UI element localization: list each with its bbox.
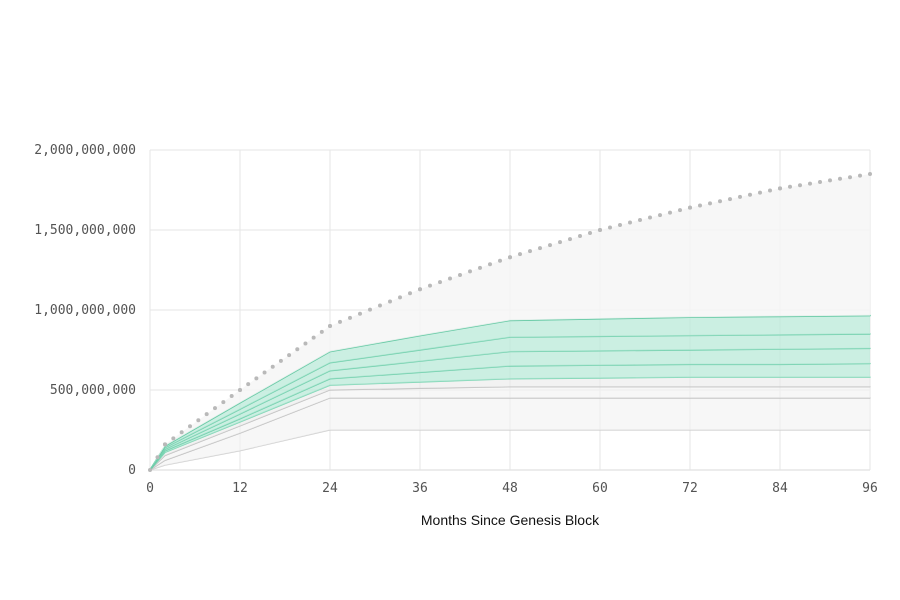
series-dot xyxy=(568,237,572,241)
series-dot xyxy=(279,359,283,363)
series-dot xyxy=(668,211,672,215)
series-dot xyxy=(648,216,652,220)
series-dot xyxy=(438,280,442,284)
series-dot xyxy=(246,382,250,386)
series-dot xyxy=(538,246,542,250)
series-dot xyxy=(287,353,291,357)
x-tick-label: 0 xyxy=(146,481,154,496)
series-dot xyxy=(205,412,209,416)
series-dot xyxy=(728,197,732,201)
series-dot xyxy=(388,299,392,303)
series-dot xyxy=(698,203,702,207)
series-dot xyxy=(196,418,200,422)
series-dot xyxy=(528,249,532,253)
x-tick-label: 12 xyxy=(232,481,248,496)
series-dot xyxy=(508,255,512,259)
series-dot xyxy=(263,371,267,375)
series-dot xyxy=(358,312,362,316)
y-tick-label: 2,000,000,000 xyxy=(34,143,136,158)
series-dot xyxy=(238,388,242,392)
series-dot xyxy=(254,376,258,380)
series-dot xyxy=(868,172,872,176)
series-dot xyxy=(448,277,452,281)
series-dot xyxy=(418,287,422,291)
series-dot xyxy=(156,455,160,459)
x-tick-label: 72 xyxy=(682,481,698,496)
series-dot xyxy=(348,316,352,320)
genesis-supply-chart: 0 500,000,000 1,000,000,000 1,500,000,000 2,… xyxy=(0,0,900,600)
series-dot xyxy=(738,195,742,199)
series-dot xyxy=(213,406,217,410)
y-tick-label: 1,500,000,000 xyxy=(34,223,136,238)
x-tick-label: 48 xyxy=(502,481,518,496)
series-dot xyxy=(518,252,522,256)
series-dot xyxy=(688,206,692,210)
series-dot xyxy=(658,213,662,217)
x-axis-label: Months Since Genesis Block xyxy=(421,512,600,528)
y-tick-label: 0 xyxy=(128,463,136,478)
series-dot xyxy=(478,266,482,270)
series-dot xyxy=(638,218,642,222)
series-dot xyxy=(628,221,632,225)
series-dot xyxy=(428,284,432,288)
y-tick-label: 1,000,000,000 xyxy=(34,303,136,318)
series-dot xyxy=(408,291,412,295)
series-dot xyxy=(458,273,462,277)
series-dot xyxy=(378,304,382,308)
series-dot xyxy=(180,430,184,434)
series-dot xyxy=(798,183,802,187)
series-dot xyxy=(498,259,502,263)
series-dot xyxy=(548,243,552,247)
series-dot xyxy=(271,365,275,369)
series-dot xyxy=(588,231,592,235)
series-dot xyxy=(163,442,167,446)
series-dot xyxy=(848,175,852,179)
series-dot xyxy=(398,295,402,299)
series-dot xyxy=(303,341,307,345)
x-tick-label: 96 xyxy=(862,481,878,496)
series-dot xyxy=(230,394,234,398)
series-dot xyxy=(608,226,612,230)
x-tick-label: 24 xyxy=(322,481,338,496)
y-tick-label: 500,000,000 xyxy=(50,383,136,398)
x-tick-label: 36 xyxy=(412,481,428,496)
series-dot xyxy=(708,201,712,205)
series-dot xyxy=(171,436,175,440)
series-dot xyxy=(320,330,324,334)
series-dot xyxy=(558,240,562,244)
series-dot xyxy=(598,228,602,232)
series-dot xyxy=(312,336,316,340)
series-dot xyxy=(718,199,722,203)
series-dot xyxy=(748,193,752,197)
series-dot xyxy=(368,308,372,312)
series-dot xyxy=(488,262,492,266)
series-dot xyxy=(148,468,152,472)
series-dot xyxy=(758,191,762,195)
series-dot xyxy=(188,424,192,428)
series-dot xyxy=(818,180,822,184)
series-dot xyxy=(828,178,832,182)
series-dot xyxy=(678,208,682,212)
x-tick-label: 60 xyxy=(592,481,608,496)
series-dot xyxy=(778,186,782,190)
x-tick-label: 84 xyxy=(772,481,788,496)
series-dot xyxy=(328,324,332,328)
series-dot xyxy=(295,347,299,351)
series-dot xyxy=(468,269,472,273)
series-dot xyxy=(221,400,225,404)
series-dot xyxy=(808,182,812,186)
series-dot xyxy=(788,185,792,189)
series-dot xyxy=(838,177,842,181)
series-dot xyxy=(618,223,622,227)
series-dot xyxy=(338,320,342,324)
series-dot xyxy=(578,234,582,238)
series-dot xyxy=(858,174,862,178)
series-dot xyxy=(768,189,772,193)
